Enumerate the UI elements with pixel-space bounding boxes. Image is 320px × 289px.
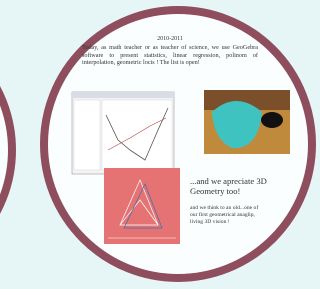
geogebra-screenshot: [72, 92, 174, 174]
caption: ...and we apreciate 3D Geometry too!: [190, 176, 276, 196]
intro-text: Today, as math teacher or as teacher of …: [82, 44, 258, 67]
hemisphere-photo: [204, 90, 290, 154]
left-circle: [0, 18, 12, 282]
sub-caption: and we think to an old...one of our firs…: [190, 205, 266, 226]
slide: 2010-2011 Today, as math teacher or as t…: [0, 0, 318, 289]
date: 2010-2011: [150, 36, 190, 42]
anaglyph-image: [104, 168, 180, 244]
